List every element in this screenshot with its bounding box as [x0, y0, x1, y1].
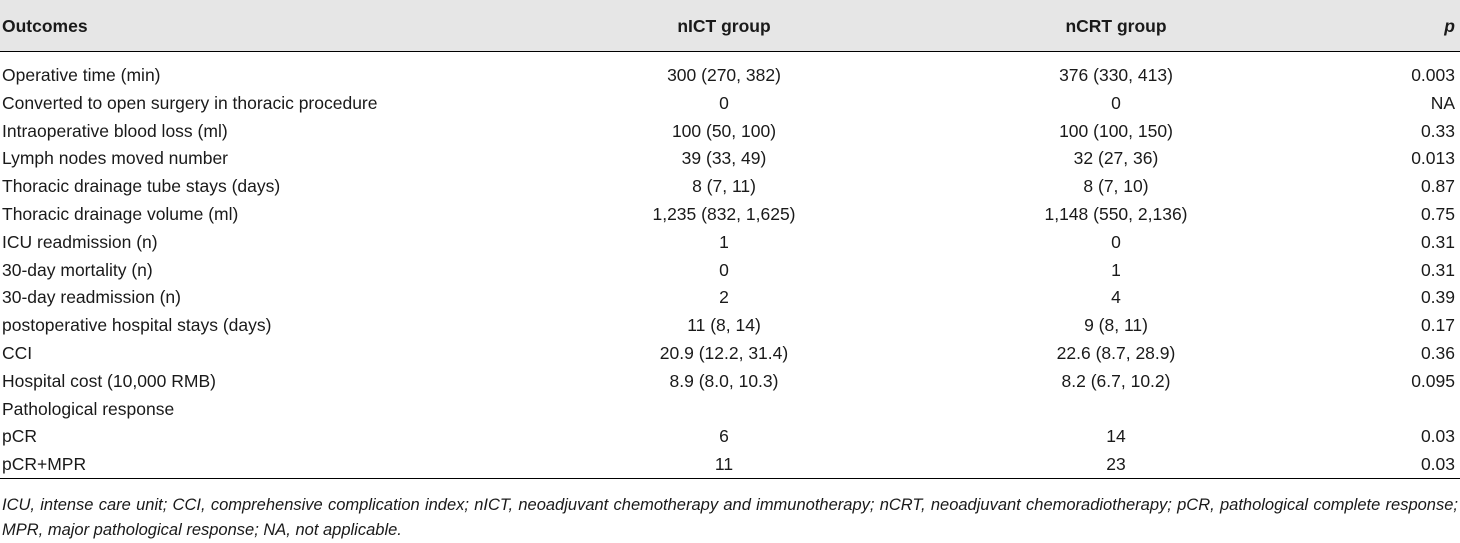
p-value: 0.39: [1420, 287, 1455, 307]
row-label: Thoracic drainage tube stays (days): [2, 176, 281, 196]
p-value: 0.003: [1411, 65, 1455, 85]
row-label: pCR+MPR: [2, 454, 87, 474]
nict-value: 100 (50, 100): [671, 121, 777, 141]
ncrt-value: 1: [1111, 260, 1121, 280]
nict-value: 1: [719, 232, 729, 252]
header-outcomes: Outcomes: [2, 16, 88, 36]
header-bottom-rule: [0, 51, 1460, 52]
p-value: 0.75: [1420, 204, 1455, 224]
row-label: 30-day mortality (n): [2, 260, 153, 280]
row-label: Converted to open surgery in thoracic pr…: [2, 93, 378, 113]
nict-value: 300 (270, 382): [667, 65, 781, 85]
table-header-row: [0, 0, 1460, 51]
p-value: 0.31: [1420, 260, 1455, 280]
row-label: Pathological response: [2, 399, 175, 419]
ncrt-value: 376 (330, 413): [1059, 65, 1173, 85]
row-label: Lymph nodes moved number: [2, 148, 229, 168]
header-ncrt-group: nCRT group: [1065, 16, 1167, 36]
header-p-value: p: [1444, 16, 1455, 36]
row-label: Operative time (min): [2, 65, 161, 85]
nict-value: 39 (33, 49): [681, 148, 767, 168]
nict-value: 0: [719, 93, 729, 113]
nict-value: 0: [719, 260, 729, 280]
row-label: Thoracic drainage volume (ml): [2, 204, 239, 224]
row-label: postoperative hospital stays (days): [2, 315, 272, 335]
p-value: NA: [1430, 93, 1455, 113]
ncrt-value: 100 (100, 150): [1059, 121, 1173, 141]
p-value: 0.87: [1420, 176, 1455, 196]
ncrt-value: 1,148 (550, 2,136): [1044, 204, 1188, 224]
ncrt-value: 8.2 (6.7, 10.2): [1061, 371, 1171, 391]
ncrt-value: 0: [1111, 93, 1121, 113]
ncrt-value: 4: [1111, 287, 1121, 307]
p-value: 0.095: [1411, 371, 1455, 391]
nict-value: 6: [719, 426, 729, 446]
nict-value: 8.9 (8.0, 10.3): [669, 371, 779, 391]
p-value: 0.013: [1411, 148, 1455, 168]
p-value: 0.31: [1420, 232, 1455, 252]
p-value: 0.33: [1420, 121, 1455, 141]
nict-value: 11 (8, 14): [687, 315, 761, 335]
ncrt-value: 23: [1106, 454, 1126, 474]
p-value: 0.36: [1420, 343, 1455, 363]
ncrt-value: 9 (8, 11): [1084, 315, 1148, 335]
row-label: 30-day readmission (n): [2, 287, 181, 307]
nict-value: 2: [719, 287, 729, 307]
p-value: 0.03: [1420, 426, 1455, 446]
ncrt-value: 0: [1111, 232, 1121, 252]
header-nict-group: nICT group: [677, 16, 771, 36]
ncrt-value: 14: [1106, 426, 1126, 446]
table-bottom-rule: [0, 478, 1460, 479]
nict-value: 11: [714, 454, 734, 474]
row-label: ICU readmission (n): [2, 232, 158, 252]
row-label: pCR: [2, 426, 38, 446]
table-footnote: ICU, intense care unit; CCI, comprehensi…: [2, 496, 1458, 539]
ncrt-value: 32 (27, 36): [1073, 148, 1159, 168]
ncrt-value: 22.6 (8.7, 28.9): [1056, 343, 1176, 363]
p-value: 0.03: [1420, 454, 1455, 474]
nict-value: 20.9 (12.2, 31.4): [659, 343, 789, 363]
row-label: Hospital cost (10,000 RMB): [2, 371, 216, 391]
nict-value: 1,235 (832, 1,625): [652, 204, 796, 224]
row-label: Intraoperative blood loss (ml): [2, 121, 228, 141]
row-label: CCI: [2, 343, 33, 363]
nict-value: 8 (7, 11): [692, 176, 756, 196]
ncrt-value: 8 (7, 10): [1083, 176, 1149, 196]
p-value: 0.17: [1420, 315, 1455, 335]
